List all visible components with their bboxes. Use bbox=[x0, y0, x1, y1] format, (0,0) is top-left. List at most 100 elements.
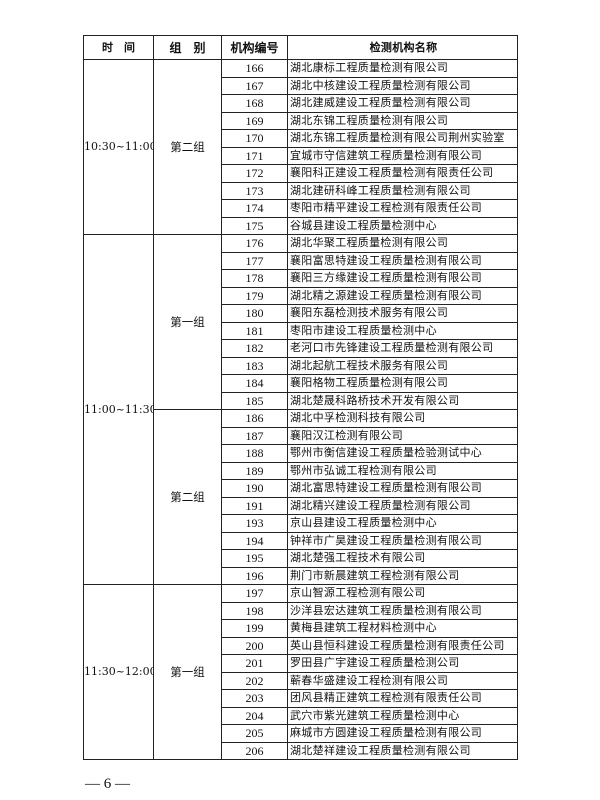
group-label: 第二组 bbox=[153, 59, 222, 235]
institution-code: 169 bbox=[221, 111, 288, 130]
institution-name: 襄阳东磊检测技术服务有限公司 bbox=[287, 304, 518, 323]
institution-code: 205 bbox=[221, 724, 288, 743]
institution-name: 湖北楚祥建设工程质量检测有限公司 bbox=[287, 741, 518, 760]
session-time: 11:30~12:00 bbox=[83, 584, 154, 760]
table-row: 171 宜城市守信建筑工程质量检测有限公司 bbox=[84, 146, 518, 165]
institution-name: 鄂州市弘诚工程检测有限公司 bbox=[287, 461, 518, 480]
institution-name: 老河口市先锋建设工程质量检测有限公司 bbox=[287, 339, 518, 358]
page-number: — 6 — bbox=[85, 776, 130, 792]
institution-name: 荆门市新晨建筑工程检测有限公司 bbox=[287, 566, 518, 585]
table-row: 193 京山县建设工程质量检测中心 bbox=[84, 514, 518, 533]
institution-name: 襄阳科正建设工程质量检测有限责任公司 bbox=[287, 164, 518, 183]
institution-name: 英山县恒科建设工程质量检测有限责任公司 bbox=[287, 636, 518, 655]
institution-code: 170 bbox=[221, 129, 288, 148]
institution-name: 枣阳市精平建设工程检测有限责任公司 bbox=[287, 199, 518, 218]
table-row: 11:30~12:00 第一组 197 京山智源工程检测有限公司 bbox=[83, 584, 518, 760]
institution-name: 鄂州市衡信建设工程质量检验测试中心 bbox=[287, 444, 518, 463]
institution-name: 罗田县广宇建设工程质量检测公司 bbox=[287, 654, 518, 673]
institution-code: 193 bbox=[221, 514, 288, 533]
institution-code: 182 bbox=[221, 339, 288, 358]
institution-name: 湖北东锦工程质量检测有限公司 bbox=[287, 111, 518, 130]
institution-code: 184 bbox=[221, 374, 288, 393]
institution-name: 宜城市守信建筑工程质量检测有限公司 bbox=[287, 146, 518, 165]
institution-name: 湖北建研科峰工程质量检测有限公司 bbox=[287, 181, 518, 200]
institution-name: 湖北华聚工程质量检测有限公司 bbox=[287, 234, 518, 253]
institution-code: 172 bbox=[221, 164, 288, 183]
institution-name: 枣阳市建设工程质量检测中心 bbox=[287, 321, 518, 340]
institution-name: 湖北建威建设工程质量检测有限公司 bbox=[287, 94, 518, 113]
institution-name: 麻城市方圆建设工程质量检测有限公司 bbox=[287, 724, 518, 743]
institution-code: 187 bbox=[221, 426, 288, 445]
institution-name: 沙洋县宏达建筑工程质量检测有限公司 bbox=[287, 601, 518, 620]
institution-code: 188 bbox=[221, 444, 288, 463]
institution-code: 200 bbox=[221, 636, 288, 655]
institution-name: 湖北康标工程质量检测有限公司 bbox=[287, 59, 518, 78]
institution-name: 襄阳富思特建设工程质量检测有限公司 bbox=[287, 251, 518, 270]
institution-code: 201 bbox=[221, 654, 288, 673]
table-row: 206 湖北楚祥建设工程质量检测有限公司 bbox=[84, 741, 518, 760]
table-row: 168 湖北建威建设工程质量检测有限公司 bbox=[84, 94, 518, 113]
institution-code: 203 bbox=[221, 689, 288, 708]
institution-code: 199 bbox=[221, 619, 288, 638]
table-row: 204 武穴市紫光建筑工程质量检测中心 bbox=[84, 706, 518, 725]
institution-code: 183 bbox=[221, 356, 288, 375]
table-row: 174 枣阳市精平建设工程检测有限责任公司 bbox=[84, 199, 518, 218]
institution-code: 175 bbox=[221, 216, 288, 235]
table-row: 175 谷城县建设工程质量检测中心 bbox=[84, 216, 518, 235]
institution-code: 198 bbox=[221, 601, 288, 620]
table-row: 178 襄阳三方缘建设工程质量检测有限公司 bbox=[84, 269, 518, 288]
table-body: 10:30~11:00 第二组 166 湖北康标工程质量检测有限公司 167 湖北中核建设… bbox=[83, 59, 518, 760]
session-time: 10:30~11:00 bbox=[83, 59, 154, 235]
table-row: 169 湖北东锦工程质量检测有限公司 bbox=[84, 111, 518, 130]
institution-code: 190 bbox=[221, 479, 288, 498]
institution-name: 湖北起航工程技术服务有限公司 bbox=[287, 356, 518, 375]
institution-name: 湖北中孚检测科技有限公司 bbox=[287, 409, 518, 428]
institution-name: 襄阳三方缘建设工程质量检测有限公司 bbox=[287, 269, 518, 288]
institution-name: 黄梅县建筑工程材料检测中心 bbox=[287, 619, 518, 638]
table-row: 205 麻城市方圆建设工程质量检测有限公司 bbox=[84, 724, 518, 743]
institution-code: 191 bbox=[221, 496, 288, 515]
schedule-table: 时 间 组 别 机构编号 检测机构名称 10:30~11:00 第二组 166 湖北康… bbox=[83, 35, 518, 760]
table-row: 10:30~11:00 第二组 166 湖北康标工程质量检测有限公司 bbox=[83, 59, 518, 235]
institution-code: 167 bbox=[221, 76, 288, 95]
institution-name: 蕲春华盛建设工程检测有限公司 bbox=[287, 671, 518, 690]
table-row: 188 鄂州市衡信建设工程质量检验测试中心 bbox=[84, 444, 518, 463]
institution-name: 京山县建设工程质量检测中心 bbox=[287, 514, 518, 533]
table-row: 11:00~11:30 第一组 176 湖北华聚工程质量检测有限公司 bbox=[83, 234, 518, 585]
institution-name: 湖北东锦工程质量检测有限公司荆州实验室 bbox=[287, 129, 518, 148]
table-row: 191 湖北精兴建设工程质量检测有限公司 bbox=[84, 496, 518, 515]
institution-name: 京山智源工程检测有限公司 bbox=[287, 584, 518, 603]
institution-code: 174 bbox=[221, 199, 288, 218]
group-label: 第二组 bbox=[153, 409, 222, 585]
institution-name: 湖北楚强工程技术有限公司 bbox=[287, 549, 518, 568]
institution-code: 180 bbox=[221, 304, 288, 323]
institution-name: 团风县精正建筑工程检测有限责任公司 bbox=[287, 689, 518, 708]
institution-name: 襄阳汉江检测有限公司 bbox=[287, 426, 518, 445]
table-row: 185 湖北楚晟科路桥技术开发有限公司 bbox=[84, 391, 518, 410]
table-row: 195 湖北楚强工程技术有限公司 bbox=[84, 549, 518, 568]
institution-name: 湖北精兴建设工程质量检测有限公司 bbox=[287, 496, 518, 515]
header-code: 机构编号 bbox=[221, 35, 288, 60]
institution-name: 湖北中核建设工程质量检测有限公司 bbox=[287, 76, 518, 95]
table-row: 177 襄阳富思特建设工程质量检测有限公司 bbox=[84, 251, 518, 270]
institution-code: 196 bbox=[221, 566, 288, 585]
institution-code: 206 bbox=[221, 741, 288, 760]
institution-name: 湖北楚晟科路桥技术开发有限公司 bbox=[287, 391, 518, 410]
header-group: 组 别 bbox=[153, 35, 222, 60]
institution-code: 168 bbox=[221, 94, 288, 113]
institution-name: 钟祥市广昊建设工程质量检测有限公司 bbox=[287, 531, 518, 550]
header-row: 时 间 组 别 机构编号 检测机构名称 bbox=[83, 35, 518, 60]
institution-name: 谷城县建设工程质量检测中心 bbox=[287, 216, 518, 235]
table-row: 173 湖北建研科峰工程质量检测有限公司 bbox=[84, 181, 518, 200]
institution-code: 179 bbox=[221, 286, 288, 305]
table-row: 200 英山县恒科建设工程质量检测有限责任公司 bbox=[84, 636, 518, 655]
institution-code: 185 bbox=[221, 391, 288, 410]
table-row: 第二组 186 湖北中孚检测科技有限公司 bbox=[84, 409, 518, 585]
institution-code: 194 bbox=[221, 531, 288, 550]
group-label: 第一组 bbox=[153, 234, 222, 410]
institution-code: 202 bbox=[221, 671, 288, 690]
group-label: 第一组 bbox=[153, 584, 222, 760]
institution-name: 武穴市紫光建筑工程质量检测中心 bbox=[287, 706, 518, 725]
institution-code: 178 bbox=[221, 269, 288, 288]
table-row: 202 蕲春华盛建设工程检测有限公司 bbox=[84, 671, 518, 690]
